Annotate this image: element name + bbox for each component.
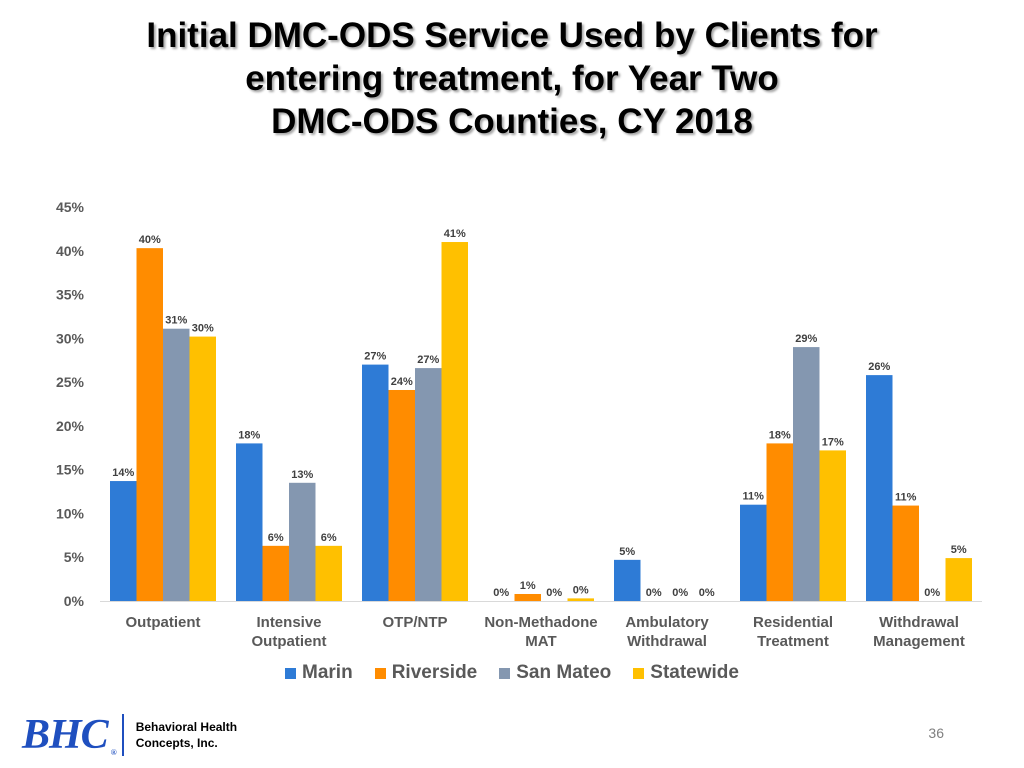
legend-label: Marin (302, 662, 353, 683)
data-label: 41% (444, 228, 466, 240)
data-label: 27% (417, 354, 439, 366)
y-tick-label: 45% (56, 199, 85, 215)
bar (136, 248, 163, 601)
data-label: 11% (895, 492, 917, 504)
bar (388, 389, 415, 601)
y-tick-label: 20% (56, 418, 85, 434)
x-category-label: Withdrawal (627, 633, 707, 650)
data-label: 1% (520, 580, 536, 592)
bar (766, 443, 793, 601)
bar (866, 375, 893, 601)
x-category-label: Management (873, 633, 965, 650)
legend-item: Marin (285, 662, 353, 684)
title-line-1: Initial DMC-ODS Service Used by Clients … (146, 16, 878, 55)
y-tick-label: 35% (56, 287, 85, 303)
bar (740, 504, 767, 601)
data-label: 6% (268, 532, 284, 544)
data-label: 5% (951, 544, 967, 556)
data-label: 0% (546, 587, 562, 599)
legend-item: San Mateo (499, 662, 611, 684)
bar (189, 336, 216, 601)
data-label: 0% (672, 587, 688, 599)
x-category-label: Residential (753, 614, 833, 631)
legend-label: Riverside (391, 662, 478, 683)
data-label: 18% (238, 429, 260, 441)
bar (567, 598, 594, 601)
bar (415, 368, 442, 601)
legend-label: San Mateo (516, 662, 612, 683)
legend-label: Statewide (650, 662, 739, 683)
bar-chart: 0% 5% 10% 15% 20% 25% 30% 35% 40% 45% 14% 18% 27% 0% 5… (56, 199, 982, 650)
slide-title: Initial DMC-ODS Service Used by Clients … (0, 14, 1024, 143)
bar (892, 505, 919, 601)
y-tick-label: 40% (56, 243, 85, 259)
bar (793, 347, 820, 601)
data-label: 29% (795, 333, 817, 345)
data-label: 27% (364, 351, 386, 363)
bar (262, 545, 289, 601)
data-label: 13% (291, 469, 313, 481)
y-tick-label: 30% (56, 330, 85, 346)
bar (819, 450, 846, 601)
bar (441, 242, 468, 601)
data-label: 0% (573, 584, 589, 596)
data-label: 40% (139, 234, 161, 246)
bar (614, 559, 641, 601)
data-label: 31% (165, 315, 187, 327)
company-name: Behavioral Health Concepts, Inc. (136, 719, 237, 751)
data-label: 24% (391, 376, 413, 388)
data-label: 17% (822, 436, 844, 448)
data-label: 14% (112, 467, 134, 479)
x-category-label: Outpatient (252, 633, 327, 650)
title-line-3: DMC-ODS Counties, CY 2018 (271, 102, 753, 141)
data-label: 11% (743, 491, 765, 503)
data-label: 0% (699, 587, 715, 599)
bar (362, 364, 389, 601)
y-tick-label: 15% (56, 462, 85, 478)
title-line-2: entering treatment, for Year Two (245, 59, 779, 98)
legend-swatch (499, 667, 511, 679)
data-label: 0% (924, 587, 940, 599)
company-name-line-1: Behavioral Health (135, 720, 238, 734)
bar (236, 443, 263, 601)
x-category-label: Withdrawal (879, 614, 959, 631)
bar (289, 482, 316, 601)
data-label: 26% (868, 361, 890, 373)
data-label: 0% (646, 587, 662, 599)
y-tick-label: 0% (64, 593, 85, 609)
bar (514, 593, 541, 601)
legend-swatch (374, 667, 386, 679)
data-label: 6% (321, 532, 337, 544)
data-label: 5% (619, 546, 635, 558)
x-category-label: OTP/NTP (382, 614, 447, 631)
data-label: 30% (192, 323, 214, 335)
legend-item: Statewide (633, 662, 739, 684)
logo-divider (121, 714, 124, 756)
x-category-label: Ambulatory (625, 614, 709, 631)
x-category-label: Treatment (757, 633, 829, 650)
legend-swatch (285, 667, 297, 679)
x-category-label: Outpatient (126, 614, 201, 631)
y-tick-label: 25% (56, 374, 85, 390)
legend-swatch (633, 667, 645, 679)
chart-legend: Marin Riverside San Mateo Statewide (0, 662, 1024, 684)
data-label: 0% (493, 587, 509, 599)
bar (945, 558, 972, 601)
y-tick-label: 5% (64, 549, 85, 565)
x-category-label: Non-Methadone (484, 614, 597, 631)
company-logo: BHC ® Behavioral Health Concepts, Inc. (22, 712, 237, 758)
company-name-line-2: Concepts, Inc. (135, 736, 218, 750)
bar (163, 328, 190, 601)
bar (110, 481, 137, 601)
bhc-logo-mark: BHC ® (22, 712, 117, 758)
data-label: 18% (769, 429, 791, 441)
y-tick-label: 10% (56, 505, 85, 521)
x-category-label: Intensive (256, 614, 321, 631)
page-number: 36 (928, 725, 944, 741)
legend-item: Riverside (374, 662, 478, 684)
bar (315, 545, 342, 601)
x-category-label: MAT (525, 633, 556, 650)
